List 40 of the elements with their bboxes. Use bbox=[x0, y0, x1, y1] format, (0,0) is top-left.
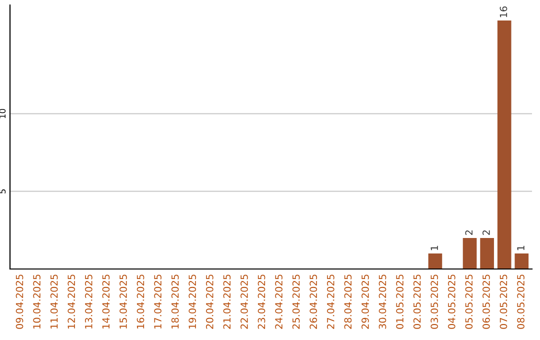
bar bbox=[480, 238, 494, 269]
x-tick-label: 27.04.2025 bbox=[326, 274, 334, 329]
x-tick-label: 04.05.2025 bbox=[448, 274, 456, 329]
x-tick-label: 16.04.2025 bbox=[136, 274, 144, 328]
x-tick-label: 20.04.2025 bbox=[206, 274, 214, 329]
x-tick-label: 26.04.2025 bbox=[310, 274, 318, 329]
x-tick-label: 14.04.2025 bbox=[102, 274, 110, 328]
bar bbox=[497, 20, 512, 269]
x-tick-label: 01.05.2025 bbox=[396, 274, 404, 329]
x-tick-label: 11.04.2025 bbox=[50, 274, 58, 328]
x-tick-label: 02.05.2025 bbox=[413, 274, 421, 329]
x-tick-label: 30.04.2025 bbox=[378, 274, 386, 329]
x-tick-label: 07.05.2025 bbox=[500, 274, 508, 329]
x-tick-label: 09.04.2025 bbox=[16, 274, 24, 329]
bar bbox=[428, 253, 442, 269]
x-tick-label: 19.04.2025 bbox=[188, 274, 196, 328]
data-label: 1 bbox=[517, 246, 524, 250]
data-label: 2 bbox=[465, 230, 472, 235]
data-label: 1 bbox=[430, 246, 438, 250]
x-tick-label: 25.04.2025 bbox=[292, 274, 300, 329]
x-tick-label: 05.05.2025 bbox=[465, 274, 473, 329]
x-tick-label: 21.04.2025 bbox=[223, 274, 231, 329]
x-tick-label: 29.04.2025 bbox=[362, 274, 369, 329]
x-tick-label: 17.04.2025 bbox=[154, 274, 162, 328]
x-tick-label: 03.05.2025 bbox=[430, 274, 438, 329]
data-label: 16 bbox=[500, 6, 508, 18]
x-tick-label: 12.04.2025 bbox=[68, 274, 76, 328]
x-tick-label: 13.04.2025 bbox=[84, 274, 92, 328]
data-label: 2 bbox=[482, 230, 490, 235]
x-tick-label: 28.04.2025 bbox=[344, 274, 352, 329]
bar bbox=[462, 238, 477, 269]
x-tick-label: 06.05.2025 bbox=[482, 274, 490, 329]
bar bbox=[514, 253, 529, 269]
x-tick-label: 22.04.2025 bbox=[240, 274, 248, 329]
x-tick-label: 08.05.2025 bbox=[517, 274, 524, 329]
x-tick-label: 15.04.2025 bbox=[120, 274, 127, 328]
x-tick-label: 10.04.2025 bbox=[33, 274, 40, 328]
x-tick-label: 18.04.2025 bbox=[171, 274, 179, 328]
x-tick-label: 23.04.2025 bbox=[258, 274, 266, 329]
x-tick-label: 24.04.2025 bbox=[275, 274, 282, 329]
